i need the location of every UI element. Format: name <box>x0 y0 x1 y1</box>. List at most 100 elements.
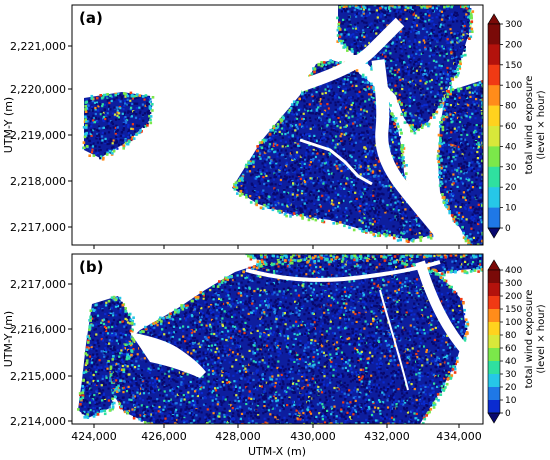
exposure-cell <box>121 139 124 142</box>
coastal-exposure-cell <box>400 150 404 153</box>
exposure-cell <box>343 182 346 185</box>
exposure-cell <box>373 30 376 33</box>
exposure-cell <box>372 143 375 147</box>
exposure-cell <box>324 186 327 189</box>
exposure-cell <box>413 5 416 8</box>
exposure-cell <box>452 96 455 100</box>
exposure-cell <box>339 89 342 92</box>
exposure-cell <box>419 112 423 115</box>
exposure-cell <box>304 183 307 186</box>
exposure-cell <box>294 124 298 127</box>
coastal-exposure-cell <box>384 6 387 10</box>
exposure-cell <box>340 176 343 179</box>
exposure-cell <box>344 9 347 12</box>
exposure-cell <box>368 41 371 45</box>
coastal-exposure-cell <box>481 144 483 148</box>
coastal-exposure-cell <box>446 5 450 8</box>
coastal-exposure-cell <box>260 146 264 150</box>
exposure-cell <box>350 43 353 46</box>
exposure-cell <box>439 23 443 26</box>
exposure-cell <box>365 21 368 24</box>
exposure-cell <box>466 30 469 33</box>
exposure-cell <box>480 161 483 164</box>
exposure-cell <box>289 124 292 127</box>
exposure-cell <box>448 148 451 151</box>
coastal-exposure-cell <box>391 5 395 7</box>
exposure-cell <box>459 58 462 61</box>
exposure-cell <box>413 87 416 90</box>
exposure-cell <box>420 69 423 72</box>
exposure-cell <box>462 128 465 131</box>
exposure-cell <box>368 215 371 218</box>
exposure-cell <box>424 20 427 23</box>
exposure-cell <box>282 195 285 198</box>
exposure-cell <box>334 129 337 132</box>
exposure-cell <box>380 226 383 229</box>
exposure-cell <box>477 237 480 240</box>
exposure-cell <box>274 142 277 145</box>
exposure-cell <box>289 194 292 197</box>
exposure-cell <box>471 91 474 94</box>
exposure-cell <box>364 147 367 150</box>
exposure-cell <box>425 103 428 106</box>
exposure-cell <box>371 11 374 14</box>
exposure-cell <box>376 181 379 184</box>
exposure-cell <box>310 215 313 218</box>
exposure-cell <box>302 118 305 121</box>
exposure-cell <box>384 49 387 52</box>
exposure-cell <box>408 124 411 127</box>
exposure-cell <box>326 88 329 91</box>
exposure-cell <box>460 220 463 223</box>
exposure-cell <box>377 175 380 178</box>
exposure-cell <box>352 33 355 36</box>
exposure-cell <box>86 137 89 140</box>
exposure-cell <box>104 152 107 155</box>
exposure-cell <box>319 95 323 98</box>
exposure-cell <box>278 164 281 167</box>
coastal-exposure-cell <box>466 239 470 242</box>
exposure-cell <box>387 189 390 192</box>
exposure-cell <box>387 50 390 53</box>
exposure-cell <box>464 207 467 210</box>
exposure-cell <box>428 55 431 58</box>
exposure-cell <box>317 148 320 152</box>
exposure-cell <box>356 72 359 75</box>
exposure-cell <box>401 232 404 235</box>
exposure-cell <box>481 189 483 192</box>
exposure-cell <box>438 169 441 172</box>
exposure-cell <box>474 214 477 217</box>
exposure-cell <box>468 107 471 110</box>
exposure-cell <box>375 200 378 204</box>
exposure-cell <box>479 156 482 159</box>
exposure-cell <box>353 221 356 224</box>
coastal-exposure-cell <box>397 125 400 128</box>
exposure-cell <box>343 78 346 81</box>
exposure-cell <box>251 189 254 193</box>
exposure-cell <box>414 60 417 64</box>
exposure-cell <box>341 162 344 165</box>
exposure-cell <box>112 126 115 129</box>
exposure-cell <box>419 79 422 82</box>
exposure-cell <box>454 95 458 98</box>
exposure-cell <box>269 139 272 142</box>
exposure-cell <box>398 15 401 19</box>
exposure-cell <box>291 113 294 116</box>
exposure-cell <box>423 119 427 122</box>
coastal-exposure-cell <box>399 238 402 242</box>
exposure-cell <box>440 66 443 70</box>
exposure-cell <box>460 33 464 36</box>
exposure-cell <box>364 225 367 228</box>
exposure-cell <box>361 80 364 83</box>
exposure-cell <box>353 185 356 188</box>
coastal-exposure-cell <box>255 199 258 203</box>
exposure-cell <box>393 145 396 148</box>
exposure-cell <box>302 177 305 180</box>
coastal-exposure-cell <box>440 105 443 108</box>
exposure-cell <box>416 112 419 115</box>
exposure-cell <box>394 84 397 87</box>
coastal-exposure-cell <box>352 228 356 232</box>
exposure-cell <box>461 22 464 25</box>
exposure-cell <box>294 161 297 165</box>
exposure-cell <box>145 104 148 107</box>
exposure-cell <box>424 28 427 31</box>
